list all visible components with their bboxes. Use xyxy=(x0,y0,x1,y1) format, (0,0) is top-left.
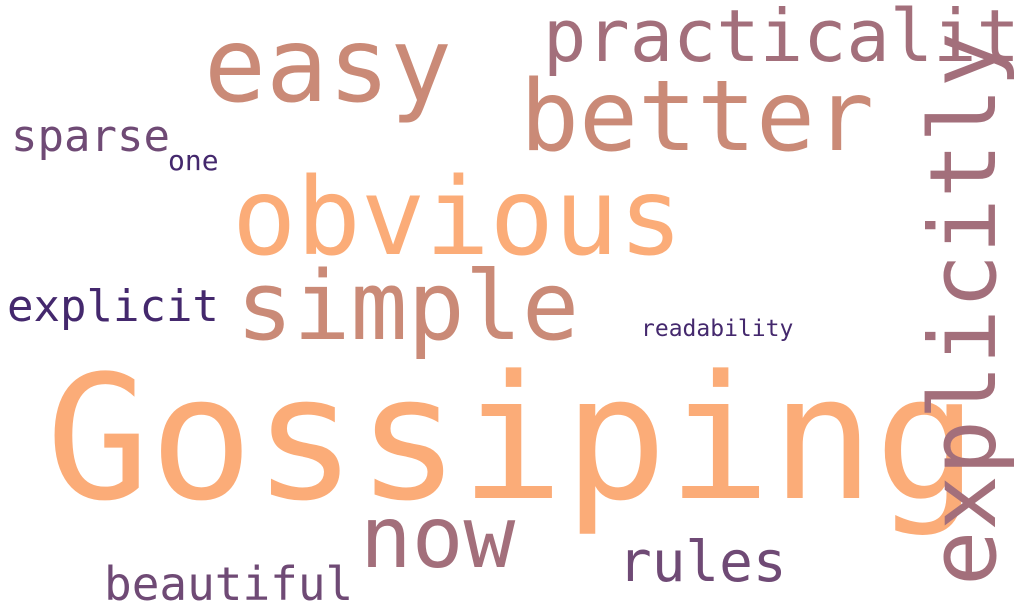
word-rules: rules xyxy=(618,530,787,595)
word-readability: readability xyxy=(641,316,794,342)
word-explicit: explicit xyxy=(7,281,219,332)
word-explicitly: explicitly xyxy=(910,32,1017,586)
word-beautiful: beautiful xyxy=(104,557,354,611)
word-now: now xyxy=(360,488,516,588)
word-sparse: sparse xyxy=(11,111,170,162)
word-practicality: practicality xyxy=(543,0,1020,78)
word-one: one xyxy=(168,144,219,177)
word-better: better xyxy=(520,60,875,174)
word-gossiping: Gossiping xyxy=(46,338,978,539)
word-easy: easy xyxy=(204,6,453,126)
word-obvious: obvious xyxy=(232,156,683,280)
word-simple: simple xyxy=(236,252,580,362)
